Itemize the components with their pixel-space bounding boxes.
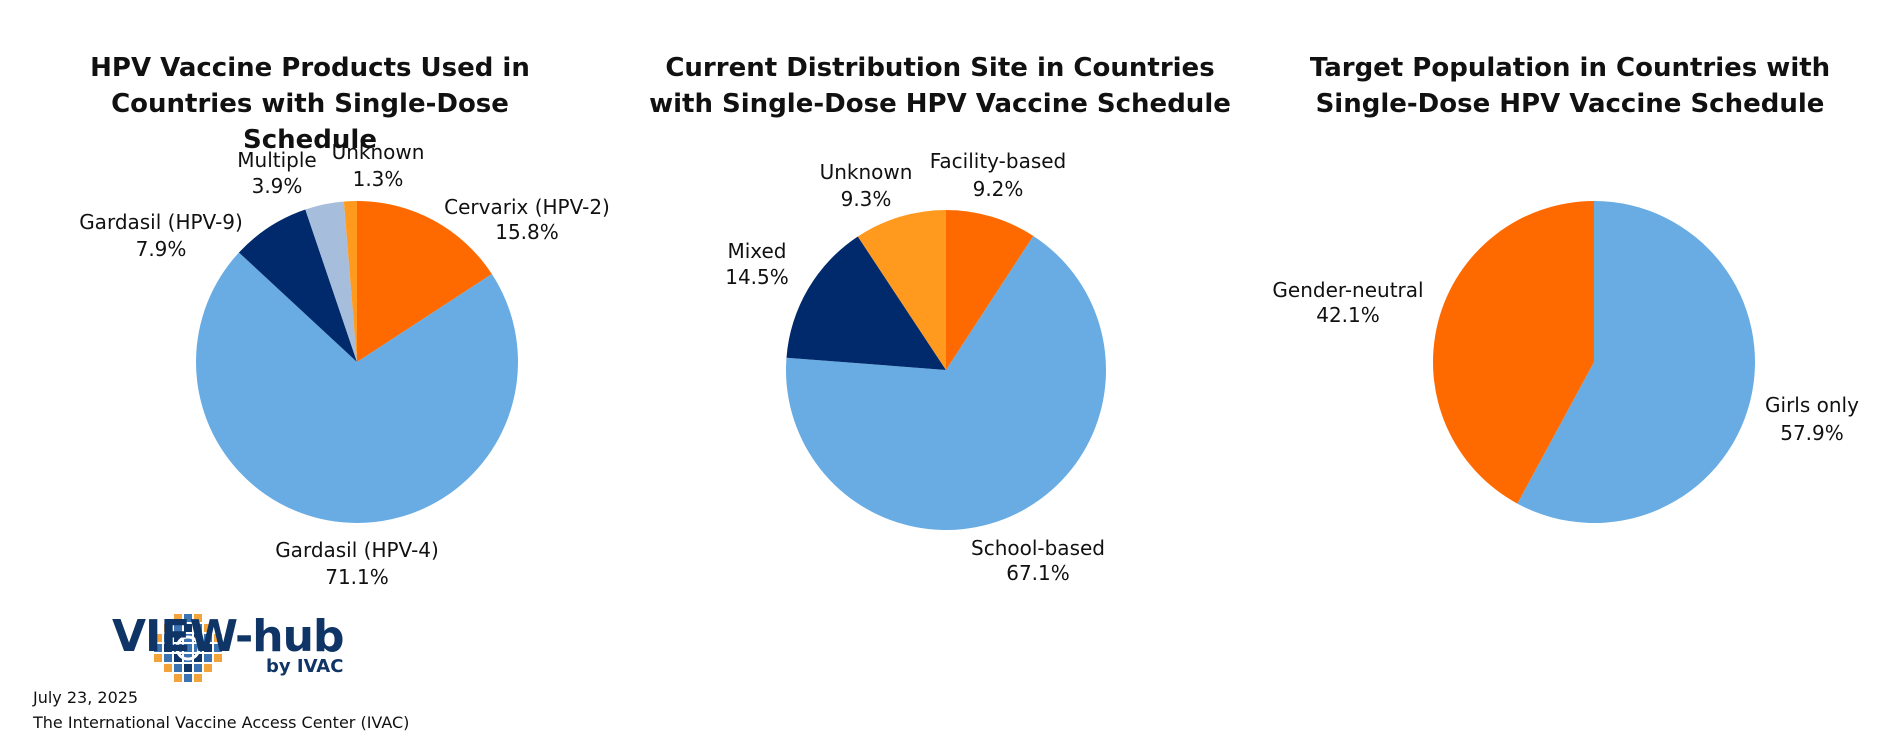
slice-label-school-based: School-based [971, 536, 1105, 560]
slice-value-unknown: 1.3% [353, 167, 404, 191]
footer-source: The International Vaccine Access Center … [33, 713, 410, 732]
slice-value-mixed: 14.5% [725, 265, 789, 289]
viewhub-logo: VIEW-hub by IVAC [112, 611, 344, 678]
pie-chart-vaccine-products: Cervarix (HPV-2)15.8% Gardasil (HPV-4) 71.… [79, 140, 610, 589]
slice-label-mixed: Mixed [727, 239, 786, 263]
slice-value-school-based: 67.1% [1006, 561, 1070, 585]
slice-label-unknown: Unknown [332, 140, 425, 164]
logo-wordmark: VIEW-hub [112, 611, 344, 662]
slice-label-unknown: Unknown [820, 160, 913, 184]
slice-value-girls-only: 57.9% [1780, 421, 1844, 445]
slice-label-multiple: Multiple [237, 148, 316, 172]
pie-slice-school-based [786, 235, 1106, 530]
pie-slice-gardasil-hpv-9 [238, 209, 357, 362]
slice-value-cervarix-hpv-2: 15.8% [495, 220, 559, 244]
viewhub-logo-icon [154, 614, 222, 682]
slice-value-facility-based: 9.2% [973, 177, 1024, 201]
chart-title-vaccine-products: HPV Vaccine Products Used in Countries w… [90, 53, 530, 155]
chart-title-target-population: Target Population in Countries with Sing… [1309, 53, 1831, 119]
slice-value-gender-neutral: 42.1% [1316, 303, 1380, 327]
chart-title-distribution-site: Current Distribution Site in Countries w… [649, 53, 1231, 119]
slice-label-gardasil-hpv-4: Gardasil (HPV-4) [275, 538, 439, 562]
slice-label-facility-based: Facility-based [930, 149, 1067, 173]
slice-value-unknown: 9.3% [841, 187, 892, 211]
slice-label-girls-only: Girls only [1765, 393, 1859, 417]
slice-value-gardasil-hpv-9: 7.9% [136, 237, 187, 261]
pie-slice-multiple [305, 201, 357, 362]
slice-label-gardasil-hpv-9: Gardasil (HPV-9) [79, 210, 243, 234]
pie-slice-cervarix-hpv-2 [357, 201, 492, 362]
logo-subtitle: by IVAC [266, 656, 344, 677]
pie-slice-unknown [343, 201, 357, 362]
footer-date: July 23, 2025 [33, 688, 139, 707]
slice-value-multiple: 3.9% [252, 174, 303, 198]
pie-slice-mixed [786, 236, 946, 370]
pie-slice-gender-neutral [1433, 201, 1594, 504]
pie-slice-unknown [857, 210, 946, 370]
pie-slice-girls-only [1517, 201, 1755, 523]
slice-value-gardasil-hpv-4: 71.1% [325, 565, 389, 589]
slice-label-gender-neutral: Gender-neutral [1272, 278, 1423, 302]
slice-label-cervarix-hpv-2: Cervarix (HPV-2) [444, 195, 610, 219]
pie-slice-gardasil-hpv-4 [196, 252, 518, 524]
pie-slice-facility-based [946, 210, 1034, 370]
